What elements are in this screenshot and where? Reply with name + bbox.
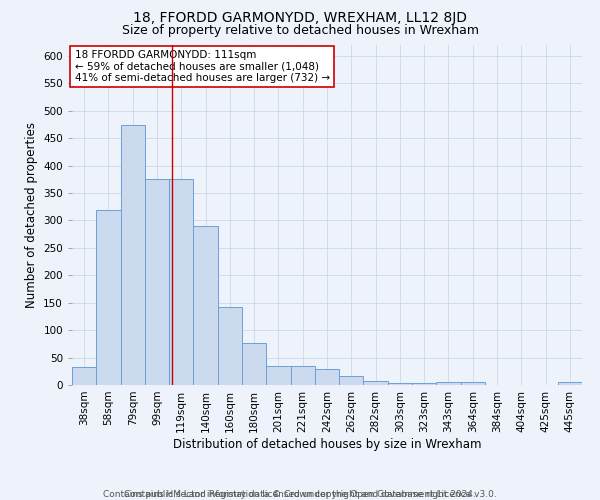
Text: 18 FFORDD GARMONYDD: 111sqm
← 59% of detached houses are smaller (1,048)
41% of : 18 FFORDD GARMONYDD: 111sqm ← 59% of det… [74,50,329,84]
Bar [364,381,388,385]
Bar [461,382,485,385]
Bar [412,383,436,385]
Bar [290,366,315,385]
Text: Size of property relative to detached houses in Wrexham: Size of property relative to detached ho… [121,24,479,37]
Bar [145,180,169,385]
Bar [72,368,96,385]
Bar [315,368,339,385]
Bar [169,180,193,385]
Y-axis label: Number of detached properties: Number of detached properties [25,122,38,308]
Text: Contains HM Land Registry data © Crown copyright and database right 2024.: Contains HM Land Registry data © Crown c… [124,490,476,499]
Text: 18, FFORDD GARMONYDD, WREXHAM, LL12 8JD: 18, FFORDD GARMONYDD, WREXHAM, LL12 8JD [133,11,467,25]
Bar [266,366,290,385]
Bar [388,383,412,385]
Bar [339,376,364,385]
Bar [218,306,242,385]
X-axis label: Distribution of detached houses by size in Wrexham: Distribution of detached houses by size … [173,438,481,450]
Bar [96,210,121,385]
Bar [121,124,145,385]
Bar [558,382,582,385]
Bar [436,382,461,385]
Bar [193,226,218,385]
Bar [242,344,266,385]
Text: Contains public sector information licensed under the Open Government Licence v3: Contains public sector information licen… [103,480,497,499]
